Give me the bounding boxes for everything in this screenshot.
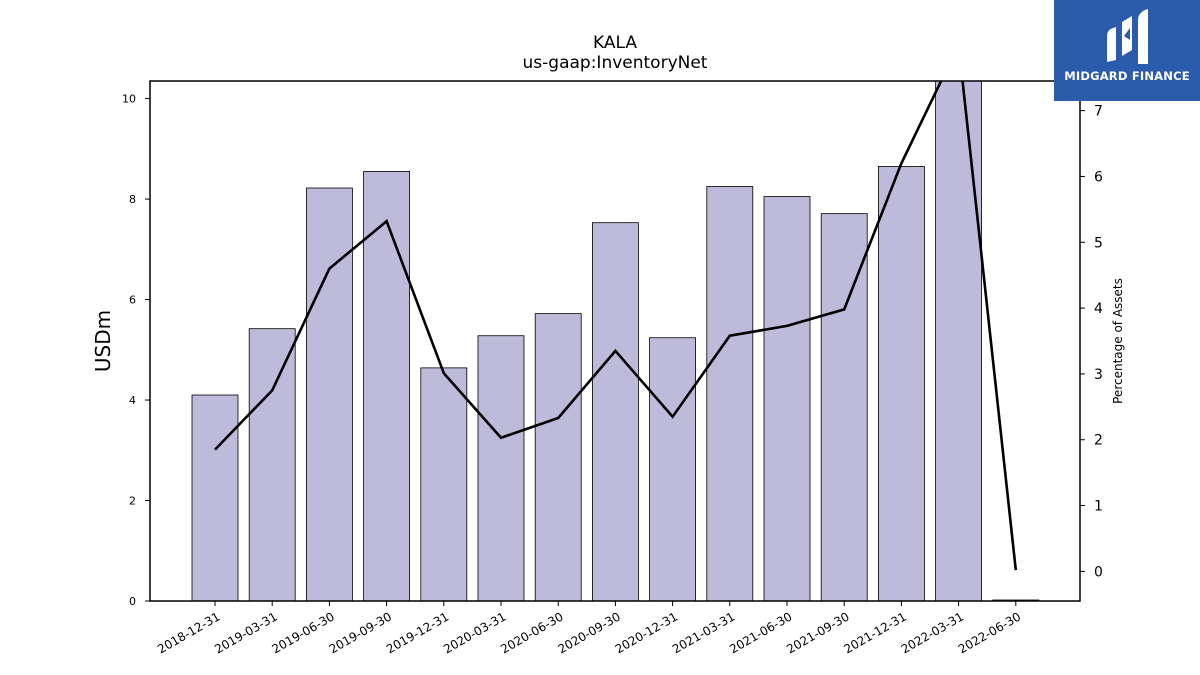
- y2-axis-label: Percentage of Assets: [1111, 278, 1125, 404]
- x-tick-label: 2021-09-30: [784, 609, 851, 656]
- y-tick-label: 4: [129, 394, 136, 407]
- bar-series: [191, 80, 1040, 602]
- y2-tick-label: 0: [1094, 564, 1103, 580]
- y-axis-right: 0 1 2 3 4 5 6 7: [1080, 104, 1103, 580]
- line-series: [214, 81, 1018, 571]
- line-path: [214, 81, 1018, 571]
- y2-tick-label: 6: [1094, 169, 1103, 185]
- bar: [706, 186, 754, 602]
- bar: [534, 313, 582, 602]
- x-tick-label: 2020-12-31: [613, 609, 680, 656]
- x-tick-label: 2019-12-31: [384, 609, 451, 656]
- y-axis-left: 0 2 4 6 8 10: [122, 93, 150, 608]
- y-tick-label: 10: [122, 93, 136, 106]
- x-tick-label: 2021-03-31: [670, 609, 737, 656]
- bar: [191, 394, 239, 602]
- x-tick-label: 2018-12-31: [155, 609, 222, 656]
- y2-tick-label: 7: [1094, 104, 1103, 120]
- y-tick-label: 6: [129, 294, 136, 307]
- logo-text: MIDGARD FINANCE: [1064, 69, 1190, 83]
- midgard-logo-icon: [1107, 9, 1148, 64]
- x-tick-label: 2019-06-30: [269, 609, 336, 656]
- y2-tick-label: 4: [1094, 301, 1103, 317]
- x-tick-label: 2020-09-30: [555, 609, 622, 656]
- bar: [592, 222, 639, 602]
- x-tick-label: 2020-03-31: [441, 609, 508, 656]
- x-tick-label: 2020-06-30: [498, 609, 565, 656]
- x-tick-label: 2019-09-30: [327, 609, 394, 656]
- y2-tick-label: 1: [1094, 499, 1103, 515]
- bar: [649, 337, 696, 602]
- y2-tick-label: 5: [1094, 235, 1103, 251]
- y2-tick-label: 3: [1094, 367, 1103, 383]
- x-tick-label: 2021-06-30: [727, 609, 794, 656]
- bar: [935, 80, 982, 602]
- y-tick-label: 0: [129, 595, 136, 608]
- y-tick-label: 8: [129, 193, 136, 206]
- chart-title: KALA: [593, 33, 637, 53]
- bar: [363, 171, 411, 602]
- y2-tick-label: 2: [1094, 433, 1103, 449]
- bar: [477, 335, 525, 602]
- bar: [420, 367, 468, 602]
- x-tick-label: 2022-03-31: [899, 609, 966, 656]
- x-tick-label: 2022-06-30: [956, 609, 1023, 656]
- bar: [248, 328, 296, 602]
- x-tick-label: 2019-03-31: [212, 609, 279, 656]
- midgard-finance-logo: MIDGARD FINANCE: [1054, 0, 1200, 101]
- y-axis-label: USDm: [91, 310, 115, 372]
- x-axis: 2018-12-312019-03-312019-06-302019-09-30…: [155, 601, 1023, 656]
- y-tick-label: 2: [129, 495, 136, 508]
- x-tick-label: 2021-12-31: [841, 609, 908, 656]
- bar: [820, 213, 868, 602]
- bar: [763, 196, 811, 602]
- bar: [305, 187, 353, 602]
- chart-subtitle: us-gaap:InventoryNet: [523, 53, 708, 73]
- bar: [878, 166, 925, 602]
